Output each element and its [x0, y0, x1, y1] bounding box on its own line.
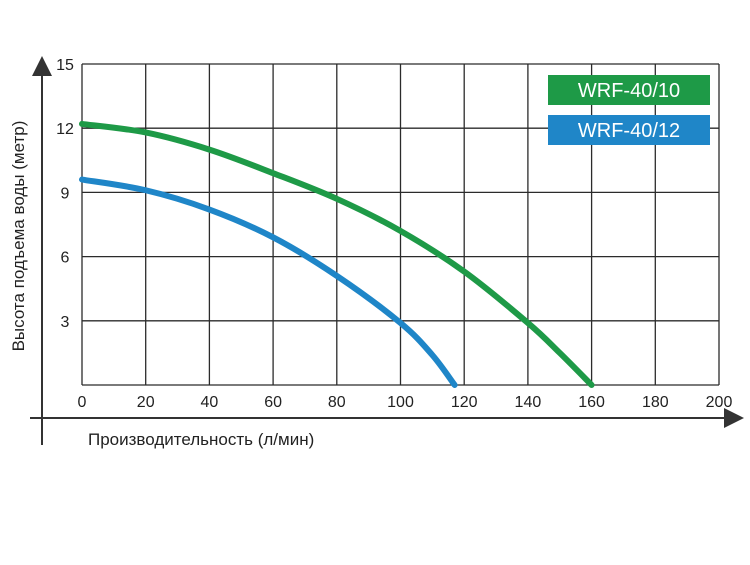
legend-label-1: WRF-40/10	[578, 80, 680, 102]
y-tick-label: 15	[56, 57, 74, 74]
x-axis-label: Производительность (л/мин)	[88, 430, 314, 449]
x-tick-label: 140	[515, 394, 542, 411]
y-tick-label: 6	[61, 250, 70, 267]
x-tick-label: 40	[201, 394, 219, 411]
x-tick-label: 200	[706, 394, 733, 411]
legend-swatch-2	[548, 115, 710, 145]
x-tick-label: 80	[328, 394, 346, 411]
x-tick-label: 20	[137, 394, 155, 411]
grid	[81, 63, 720, 386]
series-lines	[79, 120, 595, 388]
series-line-2	[79, 176, 458, 388]
y-tick-label: 12	[56, 121, 74, 138]
legend-swatch-1	[548, 75, 710, 105]
x-tick-label: 160	[578, 394, 605, 411]
y-tick-label: 3	[61, 314, 70, 331]
y-axis-label: Высота подъема воды (метр)	[9, 121, 28, 352]
x-tick-label: 180	[642, 394, 669, 411]
legend-label-2: WRF-40/12	[578, 120, 680, 142]
legend: WRF-40/10 WRF-40/12	[548, 75, 710, 145]
y-tick-label: 9	[61, 185, 70, 202]
axes	[30, 56, 744, 445]
x-tick-label: 120	[451, 394, 478, 411]
x-tick-label: 100	[387, 394, 414, 411]
x-tick-label: 60	[264, 394, 282, 411]
tick-labels: 0 20 40 60 80 100 120 140 160 180 200 3 6 9 12 15	[56, 57, 732, 411]
x-tick-label: 0	[78, 394, 87, 411]
series-line-1	[79, 120, 595, 388]
